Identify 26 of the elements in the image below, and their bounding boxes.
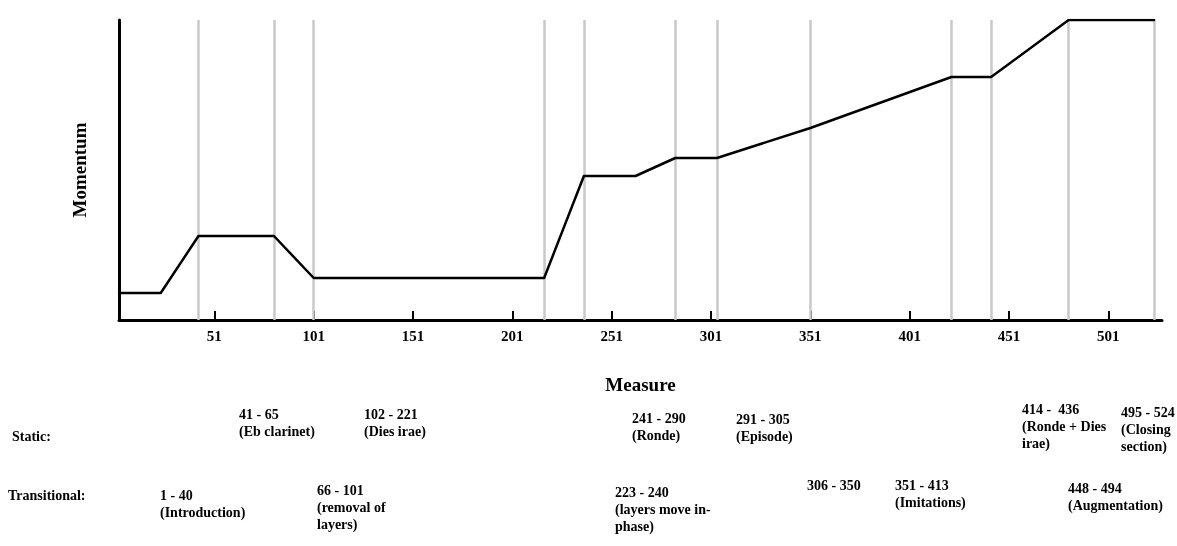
- text: 291 - 305 (Episode): [736, 412, 794, 445]
- text: 223 - 240 (layers move in- phase): [615, 485, 711, 535]
- x-tick-label: 251: [600, 327, 623, 344]
- text: 66 - 101 (removal of layers): [317, 483, 386, 533]
- x-tick-label: 401: [898, 327, 921, 344]
- x-tick-label: 51: [206, 327, 222, 344]
- x-tick-label: 151: [401, 327, 425, 344]
- x-tick-label: 301: [699, 327, 723, 344]
- y-axis-title: Momentum: [69, 122, 90, 218]
- text: 1 - 40 (Introduction): [160, 488, 246, 521]
- x-tick-label: 351: [799, 327, 822, 344]
- x-tick-label: 101: [302, 327, 325, 344]
- text: 241 - 290 (Ronde): [632, 411, 686, 444]
- text: 414 - 436 (Ronde + Dies irae): [1022, 402, 1107, 452]
- x-tick-label: 451: [997, 327, 1021, 344]
- text: 351 - 413 (Imitations): [895, 478, 967, 511]
- text: 306 - 350: [807, 478, 861, 493]
- text: 102 - 221 (Dies irae): [364, 407, 427, 440]
- text: 495 - 524 (Closing section): [1121, 405, 1175, 455]
- text: 41 - 65 (Eb clarinet): [239, 407, 316, 440]
- x-tick-label: 501: [1097, 327, 1120, 344]
- text: Static:: [12, 429, 51, 444]
- text: Transitional:: [8, 488, 86, 503]
- text: 448 - 494 (Augmentation): [1068, 481, 1164, 514]
- x-axis-title: Measure: [605, 374, 676, 395]
- x-tick-label: 201: [501, 327, 524, 344]
